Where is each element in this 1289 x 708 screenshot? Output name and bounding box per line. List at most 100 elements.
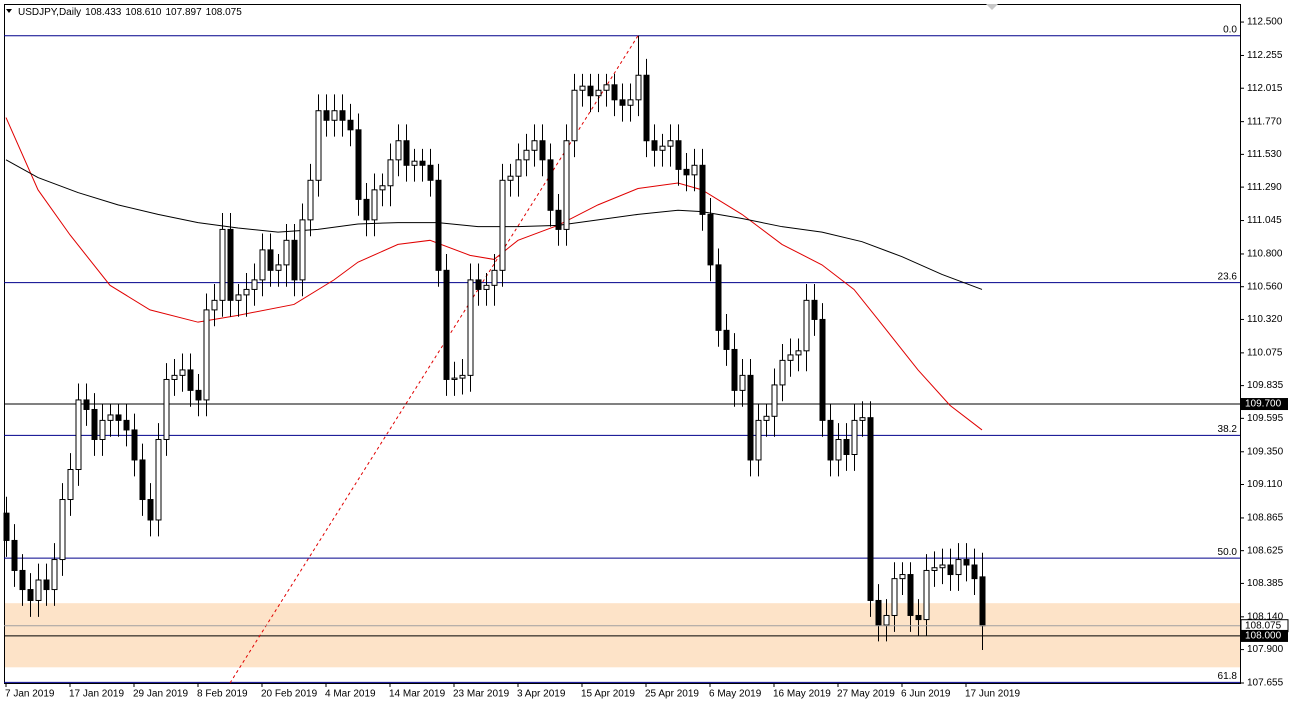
candle-body bbox=[323, 110, 330, 121]
x-tick-label: 17 Jun 2019 bbox=[965, 689, 1020, 700]
candle-body bbox=[155, 438, 162, 521]
candle-body bbox=[171, 374, 178, 380]
header-close: 108.075 bbox=[206, 7, 243, 18]
candle-body bbox=[107, 414, 114, 421]
candle-body bbox=[731, 348, 738, 391]
candle-body bbox=[435, 179, 442, 271]
candle-body bbox=[251, 279, 258, 290]
candle-body bbox=[691, 164, 698, 176]
candle-body bbox=[211, 299, 218, 311]
price-box bbox=[1241, 629, 1288, 642]
candle-body bbox=[83, 399, 90, 410]
x-tick-label: 17 Jan 2019 bbox=[69, 689, 124, 700]
candle-body bbox=[595, 89, 602, 97]
candle-body bbox=[715, 264, 722, 331]
y-tick-label: 109.350 bbox=[1247, 446, 1284, 457]
header-low: 107.897 bbox=[165, 7, 202, 18]
candle-body bbox=[843, 438, 850, 455]
candle-body bbox=[59, 499, 66, 561]
candle-body bbox=[459, 374, 466, 379]
candle-body bbox=[67, 469, 74, 501]
candle-body bbox=[723, 329, 730, 350]
price-box-label: 109.700 bbox=[1245, 399, 1282, 410]
candle-body bbox=[587, 85, 594, 97]
moving-average bbox=[5, 117, 983, 431]
fib-label: 38.2 bbox=[1218, 424, 1238, 435]
candle-body bbox=[99, 419, 106, 440]
candle-body bbox=[11, 539, 18, 571]
candle-body bbox=[603, 84, 610, 91]
y-tick-label: 110.560 bbox=[1247, 281, 1283, 292]
candle-body bbox=[387, 159, 394, 187]
x-tick-label: 16 May 2019 bbox=[773, 689, 831, 700]
candle-body bbox=[611, 84, 618, 101]
candle-body bbox=[307, 179, 314, 221]
candle-body bbox=[907, 574, 914, 616]
candle-body bbox=[363, 198, 370, 221]
candle-body bbox=[395, 140, 402, 161]
x-tick-label: 14 Mar 2019 bbox=[389, 689, 446, 700]
candle-body bbox=[379, 185, 386, 191]
candle-body bbox=[51, 559, 58, 591]
candle-body bbox=[739, 374, 746, 391]
candle-body bbox=[755, 419, 762, 461]
candle-body bbox=[163, 378, 170, 440]
candle-body bbox=[707, 213, 714, 266]
moving-average bbox=[5, 159, 983, 290]
x-tick-label: 6 Jun 2019 bbox=[901, 689, 951, 700]
candle-body bbox=[539, 140, 546, 161]
candle-body bbox=[443, 269, 450, 380]
fib-label: 0.0 bbox=[1223, 24, 1237, 35]
candle-body bbox=[403, 140, 410, 166]
candle-body bbox=[899, 574, 906, 580]
fib-label: 61.8 bbox=[1218, 671, 1238, 682]
candle-body bbox=[795, 350, 802, 356]
candle-body bbox=[931, 567, 938, 571]
candle-body bbox=[979, 576, 986, 627]
x-tick-label: 7 Jan 2019 bbox=[5, 689, 55, 700]
candle-body bbox=[835, 438, 842, 461]
candle-body bbox=[411, 160, 418, 166]
candle-body bbox=[803, 299, 810, 352]
y-tick-label: 111.530 bbox=[1247, 149, 1282, 160]
candle-body bbox=[179, 369, 186, 376]
y-tick-label: 109.835 bbox=[1247, 380, 1284, 391]
candle-body bbox=[883, 614, 890, 626]
candle-body bbox=[235, 294, 242, 301]
plot-frame bbox=[4, 4, 1241, 684]
candle-body bbox=[275, 264, 282, 271]
candle-body bbox=[859, 417, 866, 421]
candle-body bbox=[339, 110, 346, 121]
candle-body bbox=[123, 419, 130, 431]
y-tick-label: 112.255 bbox=[1247, 50, 1283, 61]
candle-body bbox=[427, 164, 434, 181]
candle-body bbox=[203, 309, 210, 401]
fib-label: 23.6 bbox=[1218, 271, 1238, 282]
candle-body bbox=[747, 374, 754, 461]
candle-body bbox=[787, 354, 794, 361]
y-tick-label: 109.110 bbox=[1247, 479, 1283, 490]
candle-body bbox=[971, 564, 978, 580]
candle-body bbox=[659, 145, 666, 151]
candle-body bbox=[475, 279, 482, 290]
y-tick-label: 108.865 bbox=[1247, 513, 1284, 524]
candle-body bbox=[955, 559, 962, 576]
candle-body bbox=[627, 99, 634, 106]
y-tick-label: 108.625 bbox=[1247, 545, 1284, 556]
candle-body bbox=[555, 209, 562, 230]
header: USDJPY,Daily 108.433 108.610 107.897 108.075 bbox=[18, 7, 242, 18]
candle-body bbox=[27, 589, 34, 601]
candle-body bbox=[571, 89, 578, 142]
candle-body bbox=[667, 140, 674, 147]
candle-body bbox=[115, 414, 122, 421]
candle-body bbox=[635, 74, 642, 101]
candle-body bbox=[499, 179, 506, 271]
candle-body bbox=[779, 359, 786, 386]
candle-body bbox=[867, 417, 874, 601]
candle-body bbox=[523, 149, 530, 161]
x-tick-label: 25 Apr 2019 bbox=[645, 689, 699, 700]
y-tick-label: 111.770 bbox=[1247, 116, 1282, 127]
price-box-label: 108.000 bbox=[1245, 631, 1282, 642]
candle-body bbox=[483, 284, 490, 290]
menu-arrow[interactable] bbox=[6, 9, 12, 13]
